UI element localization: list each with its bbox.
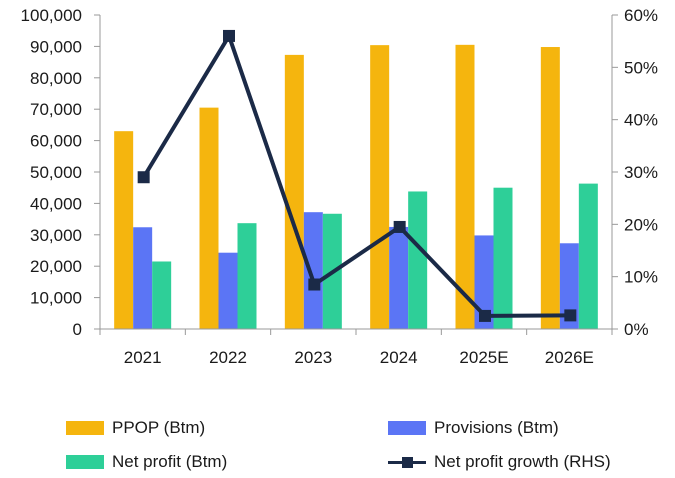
y2-tick-label: 10% [624, 268, 658, 287]
y-tick-label: 60,000 [30, 132, 82, 151]
y-tick-label: 30,000 [30, 226, 82, 245]
x-tick-label: 2024 [380, 348, 418, 367]
y-tick-label: 90,000 [30, 37, 82, 56]
y-tick-label: 10,000 [30, 289, 82, 308]
y-tick-label: 100,000 [21, 6, 82, 25]
bar-provisions-2021 [133, 227, 153, 329]
x-tick-label: 2022 [209, 348, 247, 367]
y-tick-label: 80,000 [30, 69, 82, 88]
bar-provisions-2024 [389, 226, 409, 329]
bar-ppop-2023 [284, 54, 304, 330]
bar-net-2025e [493, 187, 513, 329]
x-tick-label: 2021 [124, 348, 162, 367]
bar-net-2026e [578, 183, 598, 329]
x-tick-label: 2023 [294, 348, 332, 367]
y2-tick-label: 30% [624, 163, 658, 182]
net-profit-growth-line [141, 31, 571, 318]
y-tick-label: 70,000 [30, 100, 82, 119]
bar-ppop-2021 [114, 131, 134, 329]
y2-tick-label: 20% [624, 215, 658, 234]
x-tick-label: 2026E [545, 348, 594, 367]
y2-tick-label: 60% [624, 6, 658, 25]
y2-tick-label: 40% [624, 111, 658, 130]
net-profit-growth-point-2023 [308, 278, 321, 291]
net-profit-growth-point-2022 [223, 29, 235, 42]
net-profit-growth-point-2026e [564, 309, 577, 322]
bar-provisions-2026e [559, 243, 579, 329]
bar-ppop-2025e [455, 44, 475, 330]
bar-ppop-2026e [540, 47, 560, 329]
bar-ppop-2024 [370, 45, 390, 329]
y-tick-label: 20,000 [30, 257, 82, 276]
y2-tick-label: 50% [624, 58, 658, 77]
bar-provisions-2022 [218, 252, 238, 329]
net-profit-growth-point-2025e [479, 309, 491, 322]
bar-net-2022 [237, 223, 257, 329]
x-tick-label: 2025E [459, 348, 508, 367]
y2-tick-label: 0% [624, 320, 649, 339]
y-tick-label: 50,000 [30, 163, 82, 182]
bar-ppop-2022 [199, 107, 219, 329]
bar-provisions-2023 [303, 212, 323, 329]
net-profit-growth-point-2021 [137, 171, 150, 184]
net-profit-growth-point-2024 [393, 220, 406, 233]
bar-net-2021 [152, 261, 172, 329]
bar-provisions-2025e [474, 235, 494, 329]
y-tick-label: 0 [73, 320, 82, 339]
y-tick-label: 40,000 [30, 194, 82, 213]
bar-net-2024 [408, 191, 428, 329]
